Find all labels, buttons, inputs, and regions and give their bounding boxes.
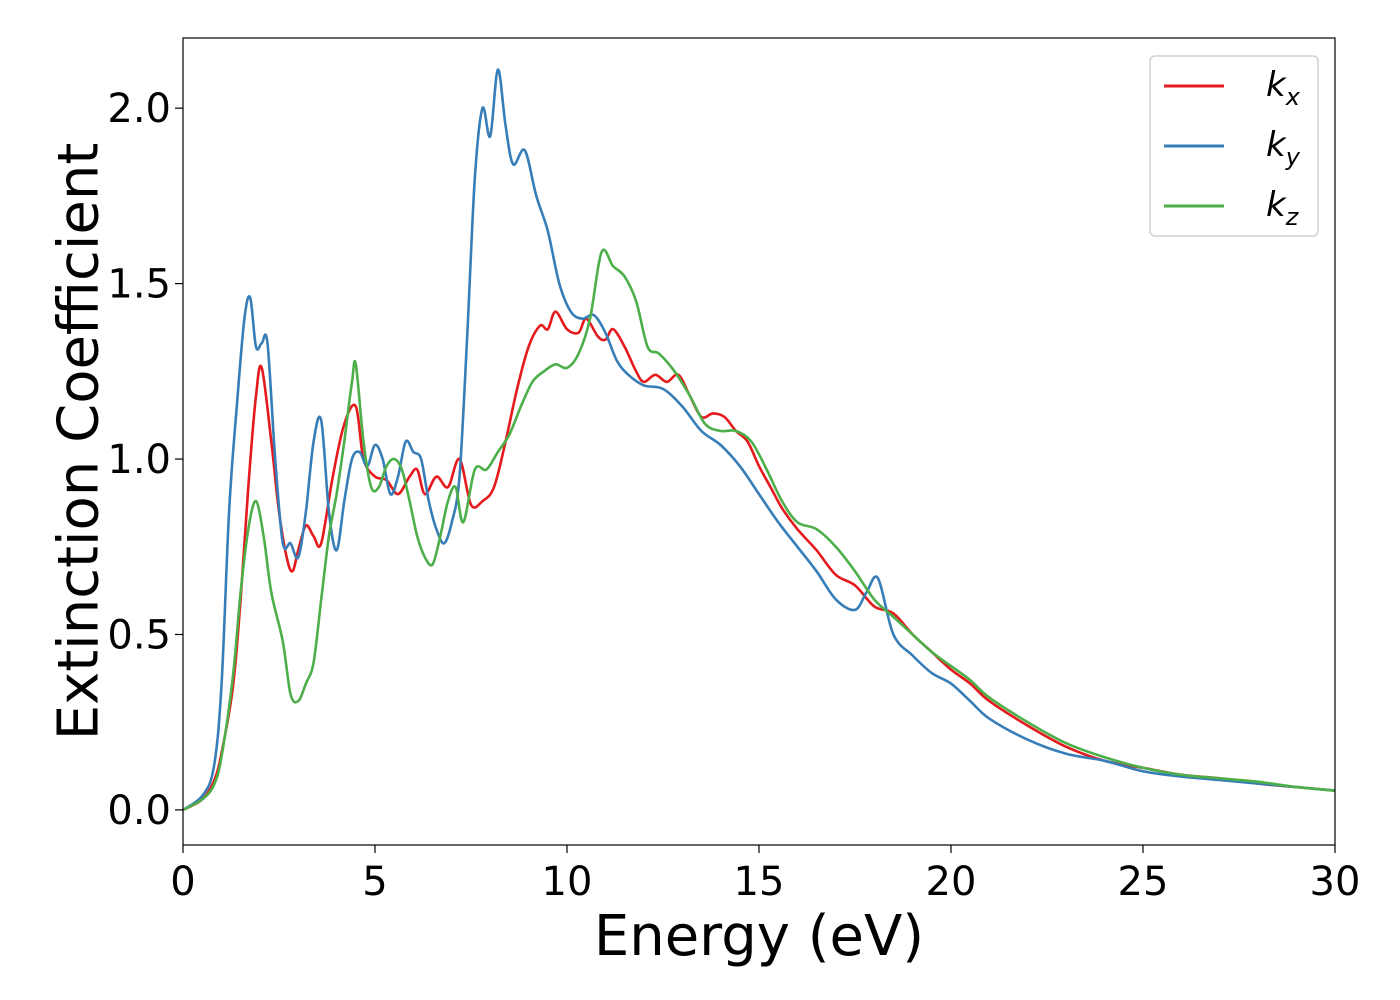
x-tick-label: 10: [542, 859, 593, 905]
x-tick-label: 25: [1118, 859, 1169, 905]
legend-label-base: k: [1266, 185, 1287, 225]
x-tick-label: 0: [170, 859, 195, 905]
y-tick-label: 0.0: [107, 788, 171, 834]
legend-label-base: k: [1266, 125, 1287, 165]
legend-label-kz: kz: [1266, 185, 1300, 231]
legend-box: [1149, 55, 1319, 237]
legend-label-ky: ky: [1266, 125, 1301, 171]
y-tick-label: 2.0: [107, 86, 171, 132]
y-axis-label: Extinction Coefficient: [47, 143, 112, 741]
legend-label-subscript: x: [1285, 83, 1301, 111]
series-lines: [182, 68, 1336, 812]
x-tick-label: 5: [362, 859, 387, 905]
series-line-kz: [182, 248, 1336, 812]
x-tick-label: 20: [926, 859, 977, 905]
series-line-ky: [182, 68, 1336, 811]
x-axis-label: Energy (eV): [594, 904, 924, 969]
y-tick-label: 0.5: [107, 612, 171, 658]
series-line-kx: [182, 310, 1336, 812]
y-tick-label: 1.5: [107, 262, 171, 308]
legend-label-base: k: [1266, 65, 1287, 105]
y-axis-ticks: 0.0 0.5 1.0 1.5 2.0: [107, 86, 183, 834]
x-axis-ticks: 0 5 10 15 20 25 30: [170, 845, 1360, 905]
x-tick-label: 15: [734, 859, 785, 905]
y-tick-label: 1.0: [107, 437, 171, 483]
legend-label-subscript: z: [1285, 203, 1300, 231]
x-tick-label: 30: [1310, 859, 1361, 905]
legend-label-kx: kx: [1266, 65, 1301, 111]
legend-label-subscript: y: [1285, 143, 1301, 171]
